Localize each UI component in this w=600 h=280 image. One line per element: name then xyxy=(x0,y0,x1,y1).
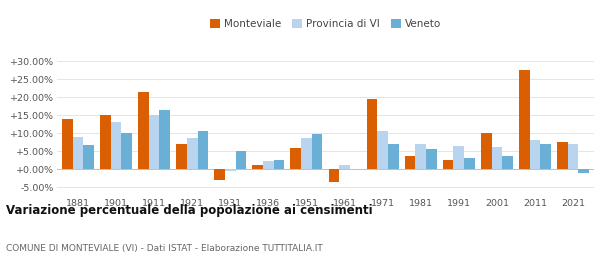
Bar xyxy=(138,92,149,169)
Bar xyxy=(263,161,274,169)
Text: Variazione percentuale della popolazione ai censimenti: Variazione percentuale della popolazione… xyxy=(6,204,373,217)
Bar xyxy=(100,115,111,169)
Bar xyxy=(578,169,589,173)
Bar xyxy=(502,157,513,169)
Bar xyxy=(481,133,491,169)
Bar xyxy=(377,131,388,169)
Bar xyxy=(568,144,578,169)
Bar xyxy=(329,169,339,182)
Bar xyxy=(121,133,132,169)
Bar xyxy=(415,144,426,169)
Bar xyxy=(274,160,284,169)
Bar xyxy=(491,148,502,169)
Bar xyxy=(454,146,464,169)
Bar xyxy=(197,131,208,169)
Bar xyxy=(214,169,225,180)
Bar xyxy=(312,134,322,169)
Bar xyxy=(149,115,160,169)
Bar xyxy=(62,120,73,169)
Bar xyxy=(443,160,454,169)
Bar xyxy=(253,165,263,169)
Bar xyxy=(426,149,437,169)
Bar xyxy=(83,144,94,169)
Bar xyxy=(540,144,551,169)
Bar xyxy=(530,140,540,169)
Text: COMUNE DI MONTEVIALE (VI) - Dati ISTAT - Elaborazione TUTTITALIA.IT: COMUNE DI MONTEVIALE (VI) - Dati ISTAT -… xyxy=(6,244,323,253)
Bar xyxy=(225,169,236,171)
Bar xyxy=(405,157,415,169)
Legend: Monteviale, Provincia di VI, Veneto: Monteviale, Provincia di VI, Veneto xyxy=(205,15,446,33)
Bar xyxy=(519,70,530,169)
Bar xyxy=(301,139,312,169)
Bar xyxy=(73,137,83,169)
Bar xyxy=(388,144,398,169)
Bar xyxy=(187,139,197,169)
Bar xyxy=(160,110,170,169)
Bar xyxy=(236,151,246,169)
Bar xyxy=(176,144,187,169)
Bar xyxy=(339,165,350,169)
Bar xyxy=(557,142,568,169)
Bar xyxy=(111,122,121,169)
Bar xyxy=(367,99,377,169)
Bar xyxy=(290,148,301,169)
Bar xyxy=(464,158,475,169)
